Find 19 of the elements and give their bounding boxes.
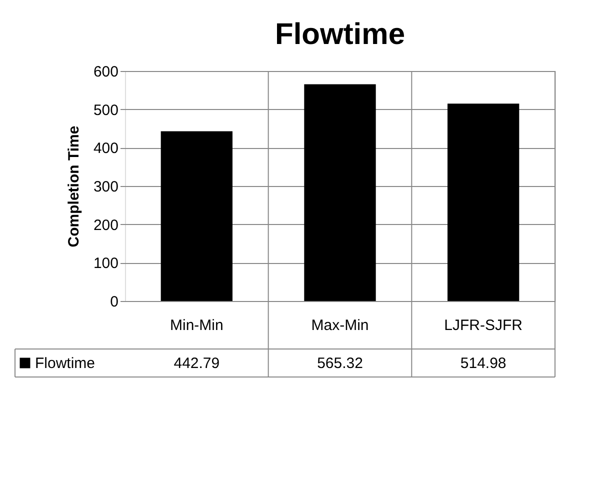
bar (160, 131, 232, 301)
bar (304, 84, 376, 301)
x-tick-label: Max-Min (311, 317, 369, 334)
y-axis-title: Completion Time (65, 126, 82, 248)
legend-label: Flowtime (35, 355, 96, 372)
y-tick-label: 600 (93, 64, 118, 80)
bar (448, 104, 520, 301)
y-tick-label: 500 (93, 102, 118, 119)
y-tick-label: 300 (93, 178, 118, 196)
data-label: 442.79 (174, 355, 220, 372)
x-tick-label: Min-Min (170, 317, 224, 334)
y-tick-label: 200 (93, 216, 118, 234)
data-label: 514.98 (460, 355, 506, 372)
x-tick-label: LJFR-SJFR (444, 317, 523, 334)
y-tick-label: 0 (110, 294, 118, 310)
y-tick-label: 400 (93, 140, 118, 158)
y-tick-label: 100 (93, 255, 118, 272)
chart-title: Flowtime (274, 18, 406, 51)
data-label: 565.32 (317, 355, 363, 372)
